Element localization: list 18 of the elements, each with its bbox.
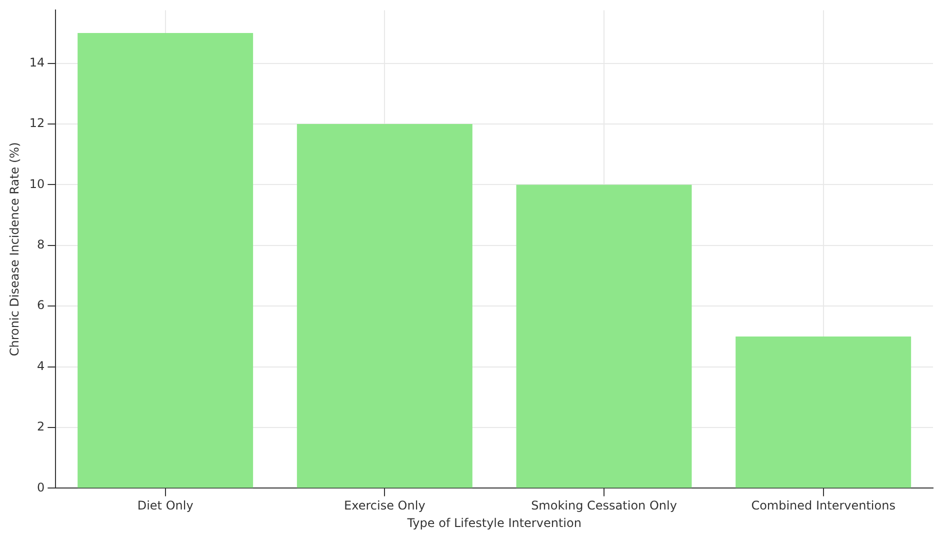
x-tick-label: Diet Only <box>137 498 194 513</box>
bar <box>516 184 692 488</box>
y-tick-label: 6 <box>37 298 45 312</box>
x-tick-label: Smoking Cessation Only <box>531 498 677 513</box>
y-tick-label: 12 <box>29 116 45 130</box>
bar <box>78 32 254 488</box>
x-tick-label: Combined Interventions <box>751 498 896 513</box>
y-tick-label: 2 <box>37 420 45 434</box>
x-axis-title: Type of Lifestyle Intervention <box>406 516 582 530</box>
bar <box>296 124 472 488</box>
bar <box>736 336 912 488</box>
y-tick-label: 8 <box>37 238 45 252</box>
y-axis-title: Chronic Disease Incidence Rate (%) <box>7 142 22 356</box>
y-tick-label: 10 <box>29 176 45 191</box>
y-tick-label: 14 <box>29 55 45 70</box>
x-tick-label: Exercise Only <box>344 498 426 513</box>
y-tick-label: 4 <box>37 358 45 373</box>
y-tick-label: 0 <box>37 480 45 494</box>
